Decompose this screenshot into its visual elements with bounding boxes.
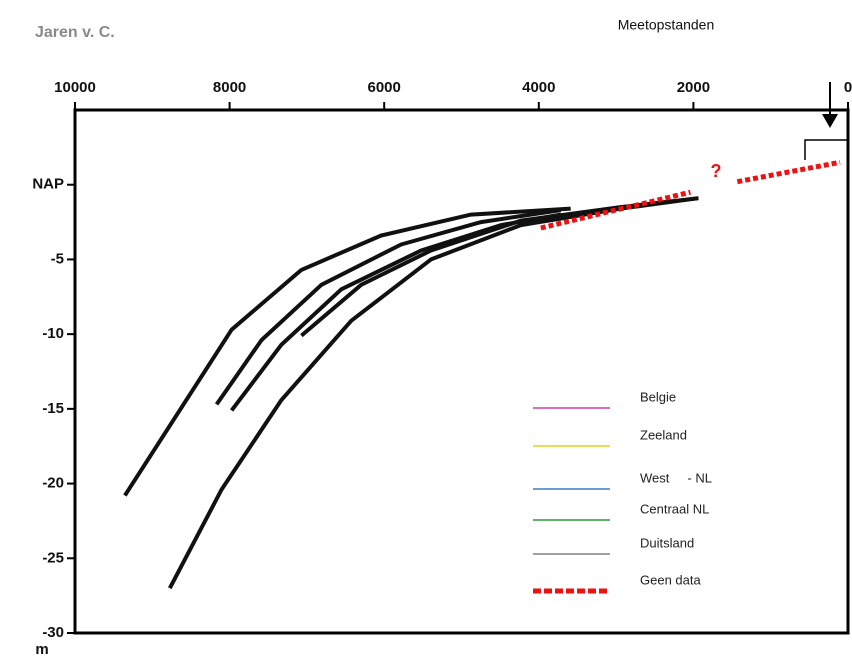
y-tick-label: -15 [42, 400, 64, 417]
legend-label: West - NL [640, 470, 712, 485]
arrow-head [822, 114, 838, 128]
y-tick-label: -25 [42, 549, 64, 566]
bracket [804, 139, 848, 160]
y-tick-label: -30 [42, 624, 64, 641]
y-tick-label: -20 [42, 475, 64, 492]
legend-label: Duitsland [640, 535, 694, 550]
series-line [230, 212, 562, 412]
x-tick-label: 0 [844, 79, 852, 96]
x-tick-label: 6000 [368, 79, 401, 96]
series-line [540, 159, 841, 231]
chart-title: Jaren v. C. [35, 24, 115, 41]
legend-label: Geen data [640, 572, 701, 587]
legend-label: Belgie [640, 389, 676, 404]
x-tick-label: 2000 [677, 79, 710, 96]
annotation: ? [711, 161, 722, 181]
y-tick-label: -10 [42, 325, 64, 342]
series-line [123, 206, 571, 497]
series-line [168, 196, 699, 590]
x-tick-label: 8000 [213, 79, 246, 96]
x-tick-label: 10000 [54, 79, 96, 96]
y-tick-label: NAP [32, 176, 64, 193]
legend-label: Centraal NL [640, 501, 709, 516]
x-tick-label: 4000 [522, 79, 555, 96]
series-line [214, 208, 562, 406]
legend-label: Zeeland [640, 427, 687, 442]
annotation: Meetopstanden [618, 17, 715, 33]
y-tick-label: -5 [51, 250, 64, 267]
y-unit: m [35, 641, 48, 658]
plot-frame [73, 108, 850, 635]
